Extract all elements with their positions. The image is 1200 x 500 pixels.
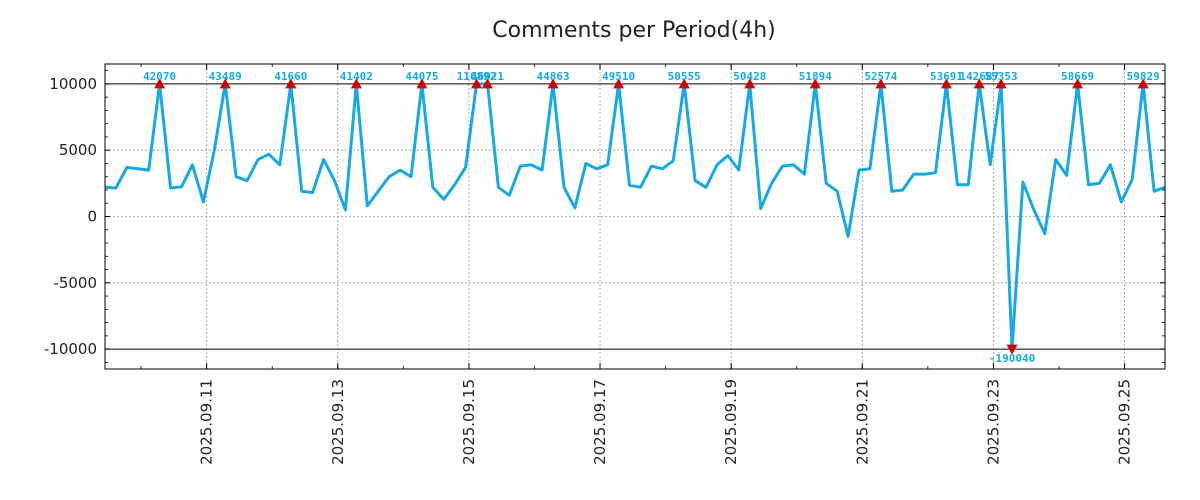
data-label: 50555 [668,70,701,83]
data-label: 49510 [602,70,635,83]
data-label: 43489 [209,70,242,83]
data-label: -190040 [989,352,1035,365]
data-label: 52574 [864,70,897,83]
marker-layer [154,78,1149,355]
clip-marker-up [547,78,559,89]
clip-marker-up [285,78,297,89]
x-tick-label: 2025.09.13 [329,379,347,465]
data-label: 42070 [143,70,176,83]
data-label: 41660 [274,70,307,83]
series-line-comments [104,82,1166,351]
clip-marker-up [940,78,952,89]
y-tick-label: 5000 [59,141,97,159]
clip-marker-up [154,78,166,89]
data-label: 116892 [457,70,497,83]
data-label: 50428 [733,70,766,83]
data-label: 142687 [959,70,999,83]
x-tick-label: 2025.09.15 [460,379,478,465]
y-tick-label: -5000 [53,274,97,292]
y-tick-label: 0 [87,208,97,226]
data-label: 44075 [405,70,438,83]
data-label: 59829 [1127,70,1160,83]
x-tick-label: 2025.09.17 [591,379,609,465]
clip-marker-up [481,78,493,89]
clip-marker-up [1072,78,1084,89]
y-tick-label: -10000 [44,340,97,358]
clip-marker-up [219,78,231,89]
clip-lines [105,83,1165,350]
x-tick-label: 2025.09.21 [853,379,871,465]
chart-title: Comments per Period(4h) [492,18,776,43]
x-tick-label: 2025.09.19 [722,379,740,465]
series-layer [104,82,1166,351]
clip-marker-up [809,78,821,89]
plot-frame [104,63,1166,370]
clip-marker-up [875,78,887,89]
x-tick-label: 2025.09.23 [984,379,1002,465]
clip-marker-up [350,78,362,89]
data-label: 51894 [799,70,832,83]
data-label: 46021 [471,70,504,83]
x-tick-label: 2025.09.11 [198,379,216,465]
data-label: 53691 [930,70,963,83]
data-label: 44863 [536,70,569,83]
clip-marker-up [678,78,690,89]
data-label: 58669 [1061,70,1094,83]
data-label: 41402 [340,70,373,83]
grid-layer [105,64,1165,369]
y-tick-label: 10000 [49,75,97,93]
clip-marker-up [995,78,1007,89]
clip-marker-down [1006,344,1018,355]
clip-marker-up [416,78,428,89]
clip-marker-up [613,78,625,89]
x-tick-label: 2025.09.25 [1116,379,1134,465]
clip-marker-up [471,78,483,89]
axis-layer: -10000 -5000 0 5000 10000 2025.09.11 2025.09.1… [44,64,1165,465]
clip-marker-up [973,78,985,89]
data-label: 55353 [985,70,1018,83]
clip-marker-up [744,78,756,89]
clip-marker-up [1137,78,1149,89]
